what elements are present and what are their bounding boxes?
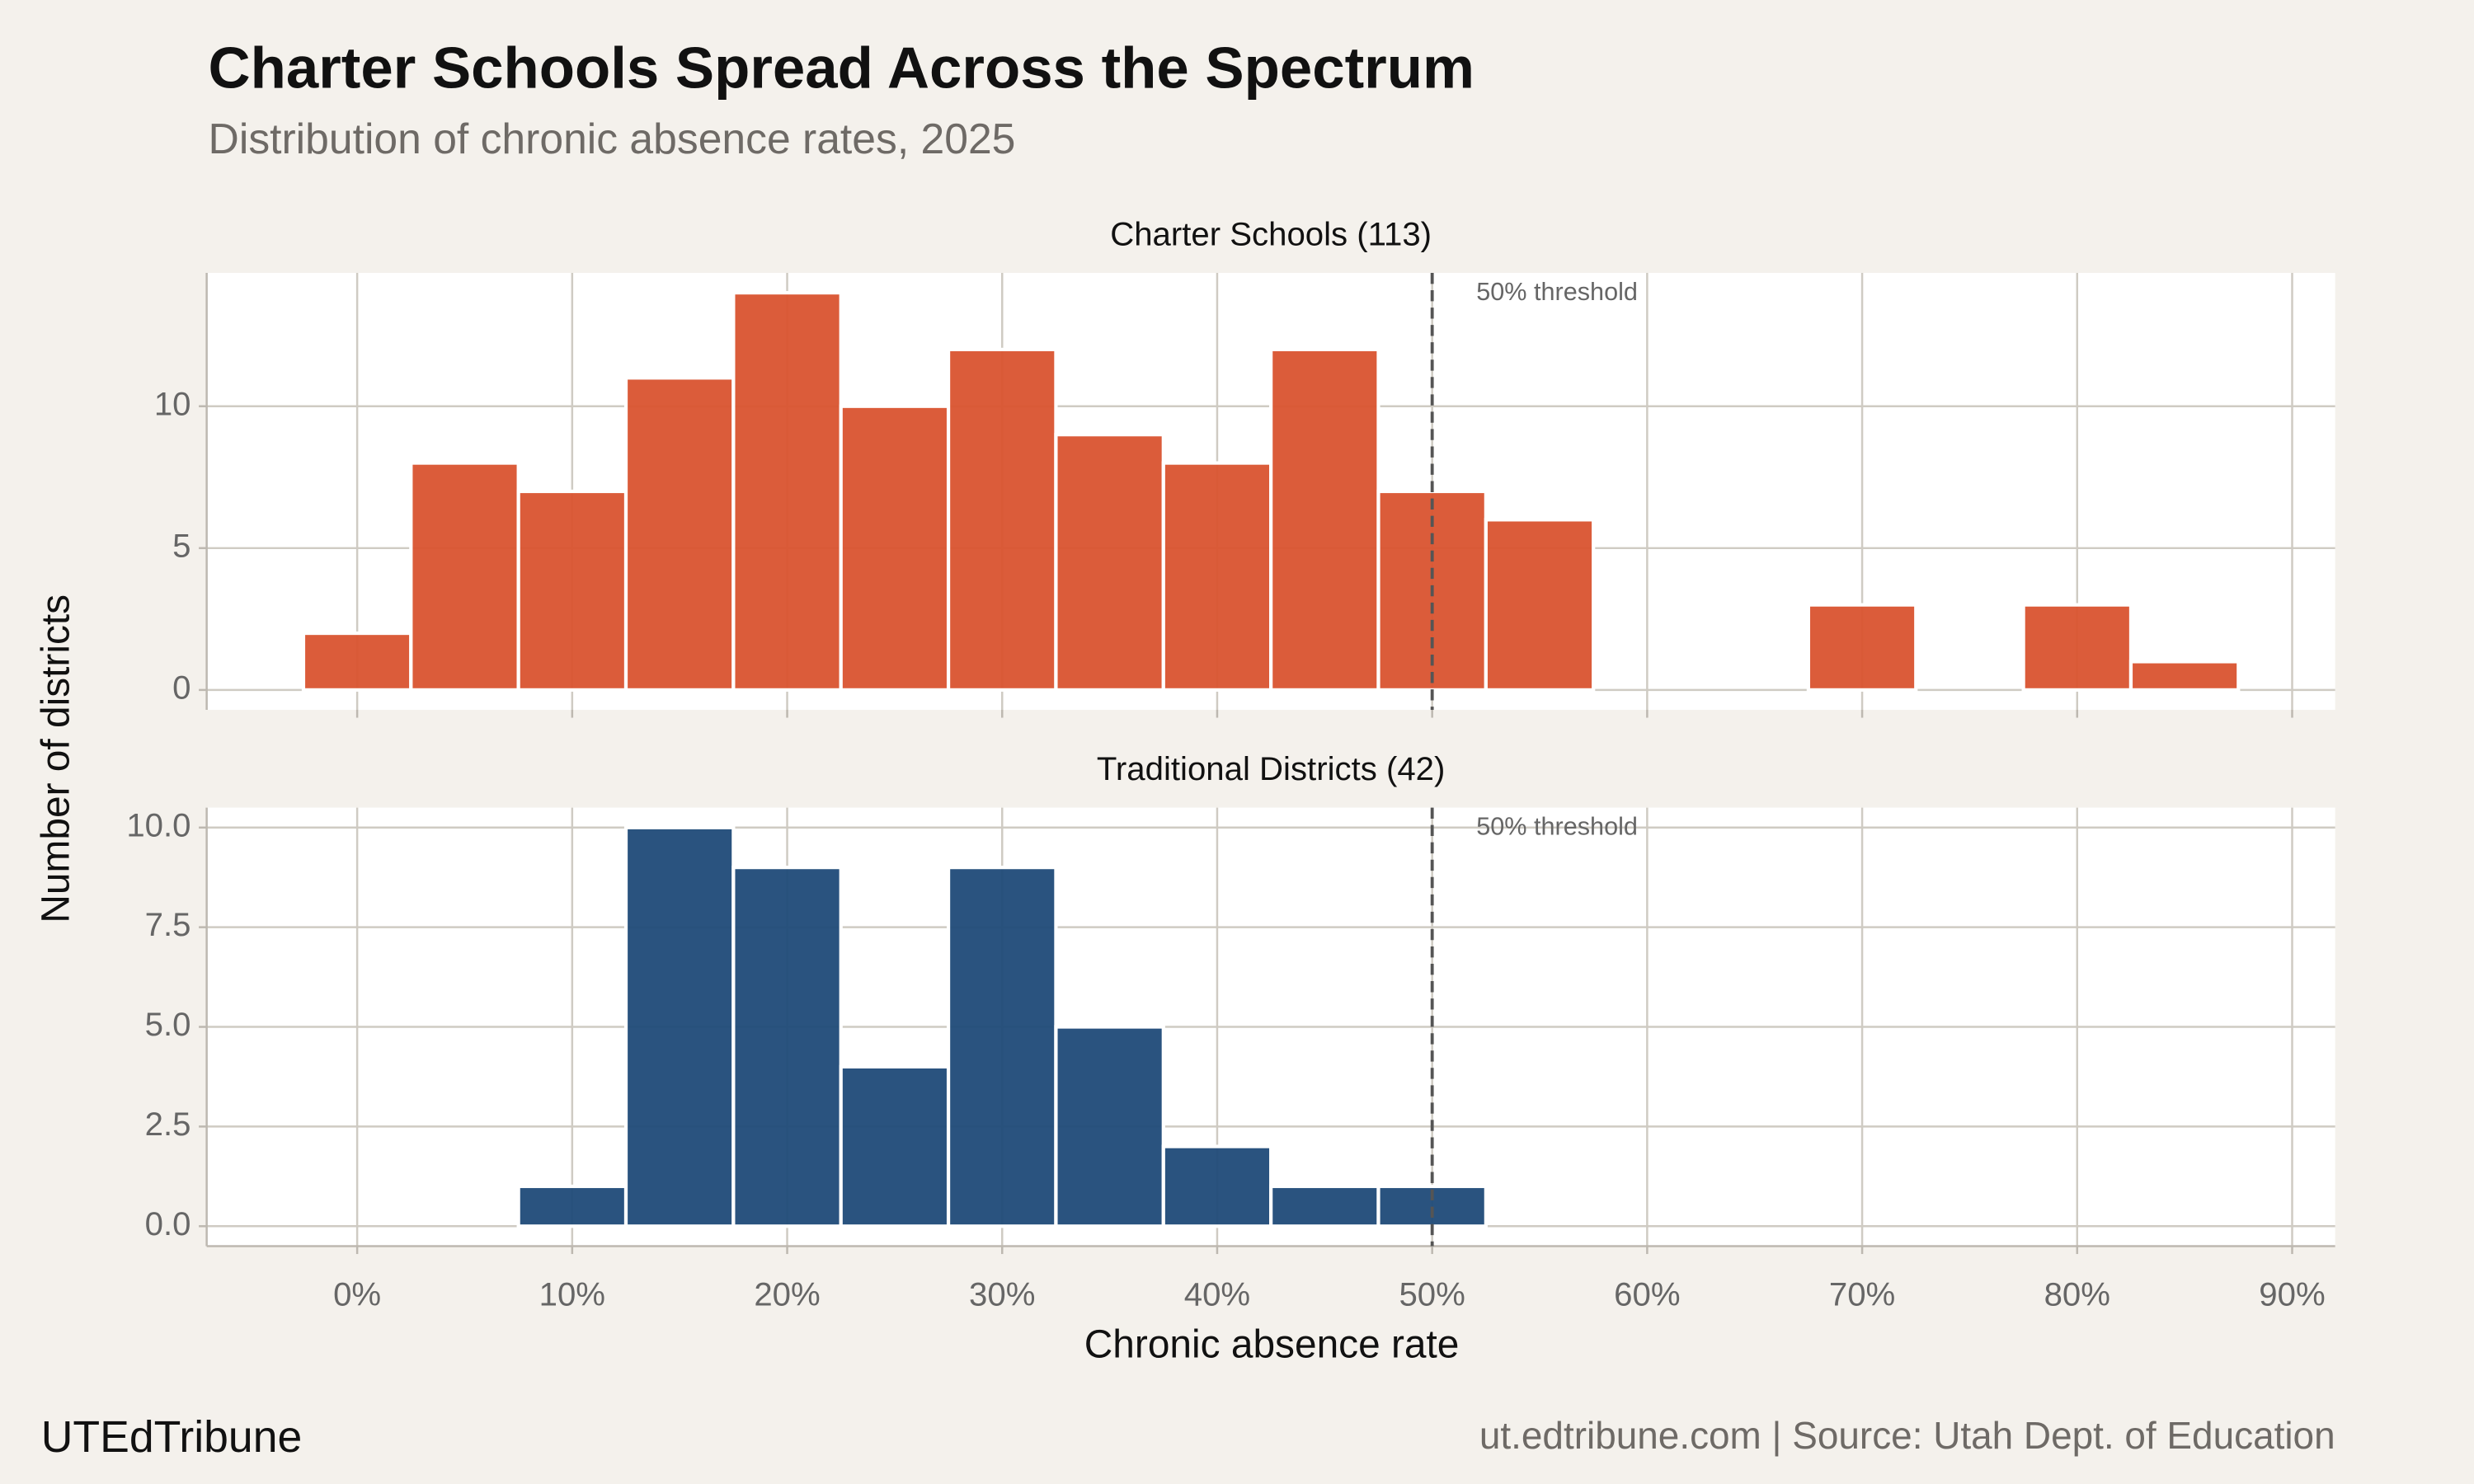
histogram-bar xyxy=(1269,347,1380,692)
histogram-bar xyxy=(731,290,843,692)
chart-subtitle: Distribution of chronic absence rates, 2… xyxy=(209,115,1016,162)
histogram-bar xyxy=(2128,660,2241,692)
histogram-bar xyxy=(1161,461,1273,692)
footer-source: ut.edtribune.com | Source: Utah Dept. of… xyxy=(1479,1414,2335,1457)
histogram-bar xyxy=(946,866,1058,1228)
y-tick-label: 10 xyxy=(154,385,191,422)
x-axis-label: Chronic absence rate xyxy=(1084,1323,1460,1367)
x-tick-label: 30% xyxy=(969,1275,1035,1313)
x-tick-label: 0% xyxy=(333,1275,381,1313)
facet-title: Charter Schools (113) xyxy=(1110,216,1432,253)
x-tick-label: 80% xyxy=(2044,1275,2110,1313)
x-tick-label: 60% xyxy=(1614,1275,1680,1313)
histogram-bar xyxy=(2021,603,2133,692)
y-tick-label: 0.0 xyxy=(145,1205,191,1242)
x-tick-label: 40% xyxy=(1184,1275,1250,1313)
histogram-bar xyxy=(516,489,628,692)
histogram-bar xyxy=(1269,1184,1380,1228)
histogram-bar xyxy=(946,347,1058,692)
histogram-bar xyxy=(409,461,520,692)
x-tick-label: 20% xyxy=(754,1275,820,1313)
y-tick-label: 5.0 xyxy=(145,1006,191,1043)
y-axis-label: Number of districts xyxy=(34,594,78,923)
histogram-bar xyxy=(1161,1144,1273,1228)
footer-brand: UTEdTribune xyxy=(41,1413,303,1462)
histogram-bar xyxy=(623,376,736,692)
chart-title: Charter Schools Spread Across the Spectr… xyxy=(209,36,1475,101)
histogram-bar xyxy=(1054,1025,1165,1228)
threshold-label: 50% threshold xyxy=(1476,278,1638,306)
facet-title: Traditional Districts (42) xyxy=(1097,750,1445,787)
histogram-bar xyxy=(839,404,951,692)
histogram-bar xyxy=(839,1064,951,1228)
y-tick-label: 10.0 xyxy=(126,806,190,843)
histogram-bar xyxy=(516,1184,628,1228)
histogram-bar xyxy=(1484,518,1596,692)
threshold-label: 50% threshold xyxy=(1476,813,1638,841)
x-tick-label: 50% xyxy=(1399,1275,1465,1313)
histogram-bar xyxy=(301,631,413,692)
histogram-bar xyxy=(1806,603,1918,692)
y-tick-label: 0 xyxy=(172,669,190,706)
y-tick-label: 5 xyxy=(172,527,190,564)
x-tick-label: 10% xyxy=(539,1275,605,1313)
y-tick-label: 2.5 xyxy=(145,1106,191,1143)
histogram-bar xyxy=(731,866,843,1228)
y-tick-label: 7.5 xyxy=(145,906,191,943)
histogram-bar xyxy=(623,825,736,1228)
x-tick-label: 90% xyxy=(2259,1275,2325,1313)
histogram-bar xyxy=(1054,433,1165,692)
x-tick-label: 70% xyxy=(1829,1275,1895,1313)
